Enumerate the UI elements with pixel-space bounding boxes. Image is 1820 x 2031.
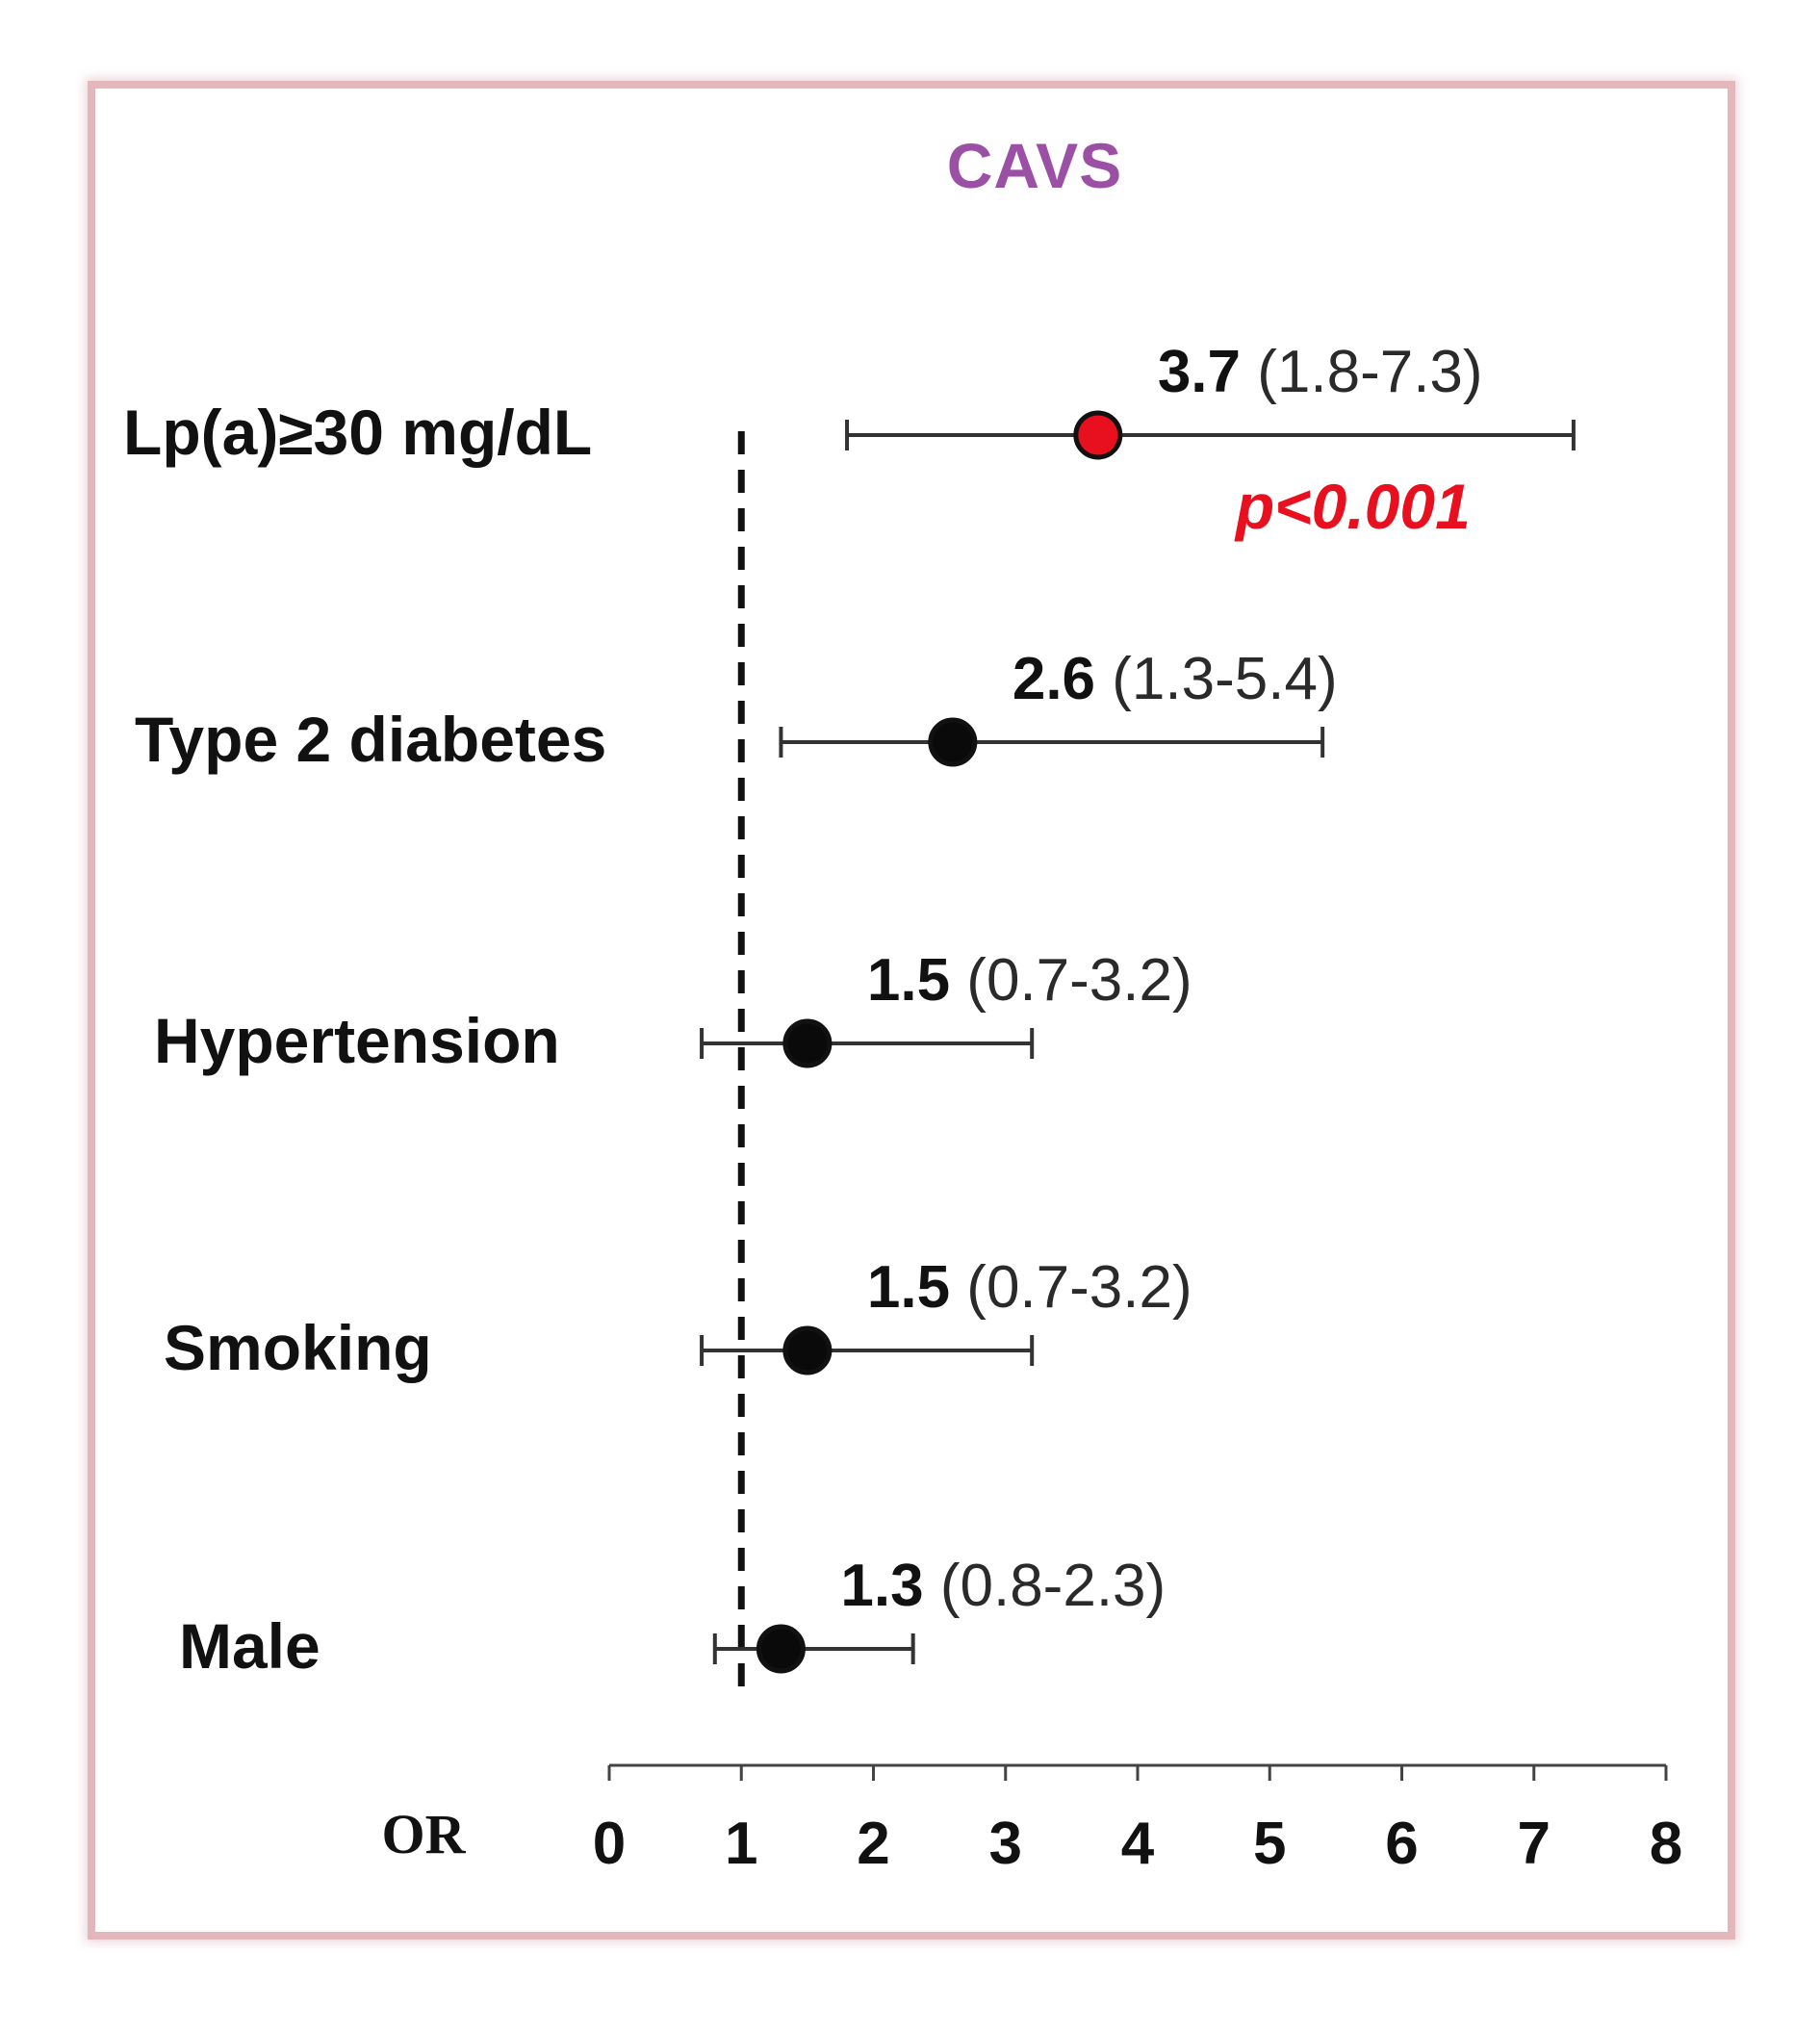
or-ci-label: 1.3 (0.8-2.3) <box>840 1553 1166 1619</box>
forest-row: Male 1.3 (0.8-2.3) <box>179 1553 1166 1682</box>
or-value: 1.5 <box>867 947 950 1014</box>
x-tick-label: 7 <box>1518 1811 1551 1877</box>
or-point <box>782 1018 833 1068</box>
chart-title: CAVS <box>947 130 1122 201</box>
forest-row: Smoking 1.5 (0.7-3.2) <box>164 1254 1192 1383</box>
x-tick-label: 5 <box>1253 1811 1286 1877</box>
plot-layer: 0 1 2 3 4 5 6 7 8 OR Lp(a)≥30 mg/dL 3.7 (1.8-7.3) p<… <box>123 339 1682 1877</box>
or-value: 1.3 <box>840 1553 923 1619</box>
x-tick-label: 3 <box>989 1811 1022 1877</box>
or-ci-label: 3.7 (1.8-7.3) <box>1158 339 1483 405</box>
p-value: p<0.001 <box>1234 471 1471 542</box>
or-value: 2.6 <box>1013 646 1095 712</box>
or-value: 3.7 <box>1158 339 1241 405</box>
ci-value: (0.7-3.2) <box>950 1254 1192 1321</box>
x-tick-label: 1 <box>725 1811 757 1877</box>
x-tick-label: 8 <box>1650 1811 1682 1877</box>
row-label: Smoking <box>164 1312 432 1383</box>
or-ci-label: 1.5 (0.7-3.2) <box>867 1254 1192 1321</box>
ci-value: (0.8-2.3) <box>924 1553 1166 1619</box>
ci-value: (0.7-3.2) <box>950 947 1192 1014</box>
figure-frame <box>88 81 1735 1940</box>
row-label: Hypertension <box>154 1005 560 1076</box>
or-ci-label: 1.5 (0.7-3.2) <box>867 947 1192 1014</box>
or-point <box>928 717 978 767</box>
row-label: Type 2 diabetes <box>135 704 606 775</box>
ci-value: (1.3-5.4) <box>1095 646 1338 712</box>
forest-row: Type 2 diabetes 2.6 (1.3-5.4) <box>135 646 1338 775</box>
or-point <box>756 1624 806 1674</box>
x-tick-label: 4 <box>1121 1811 1155 1877</box>
x-tick-label: 0 <box>593 1811 626 1877</box>
or-point <box>782 1325 833 1375</box>
or-ci-label: 2.6 (1.3-5.4) <box>1013 646 1338 712</box>
row-label: Male <box>179 1610 320 1682</box>
x-tick-label: 2 <box>857 1811 889 1877</box>
or-value: 1.5 <box>867 1254 950 1321</box>
x-tick-label: 6 <box>1385 1811 1418 1877</box>
row-label: Lp(a)≥30 mg/dL <box>123 397 592 468</box>
ci-value: (1.8-7.3) <box>1241 339 1483 405</box>
forest-row: Lp(a)≥30 mg/dL 3.7 (1.8-7.3) p<0.001 <box>123 339 1576 542</box>
highlight-point <box>1073 410 1123 460</box>
x-axis-label: OR <box>382 1803 467 1865</box>
forest-row: Hypertension 1.5 (0.7-3.2) <box>154 947 1192 1076</box>
